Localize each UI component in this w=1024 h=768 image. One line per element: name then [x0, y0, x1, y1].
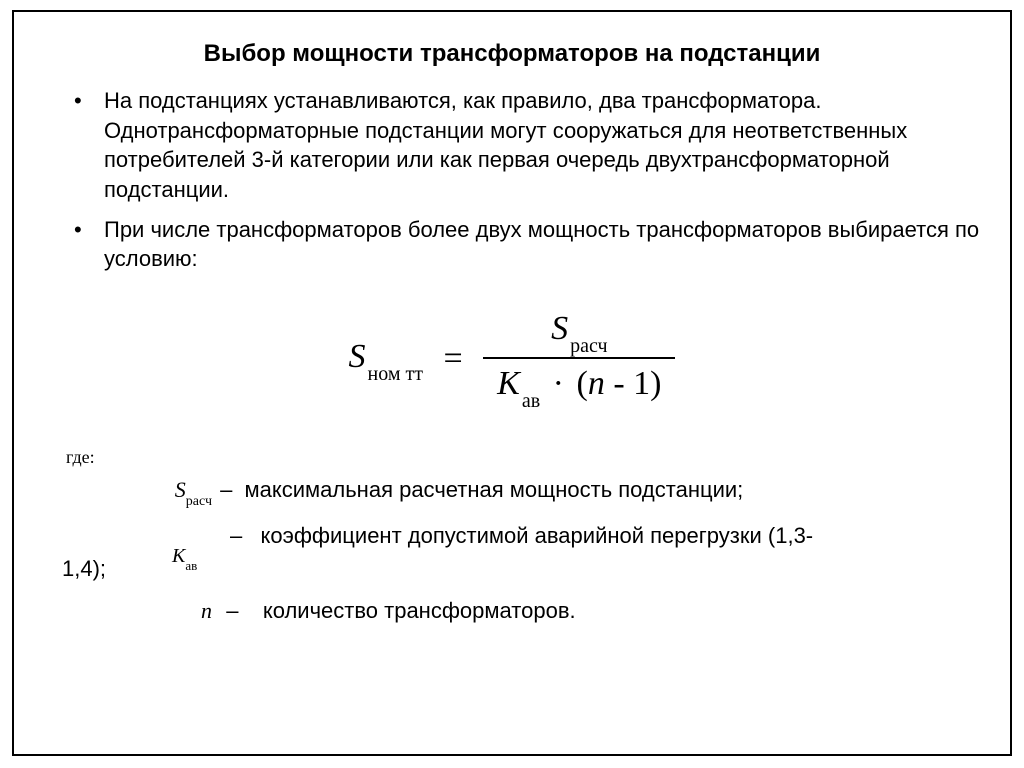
formula-paren-close: ): [650, 365, 661, 402]
formula-num-main: S: [551, 310, 568, 347]
formula-den-n: n: [588, 365, 605, 402]
formula-den-minus: - 1: [605, 365, 650, 402]
definition-row: Kав – коэффициент допустимой аварийной п…: [228, 520, 980, 586]
definition-symbol: Kав: [172, 542, 197, 573]
formula-lhs-main: S: [349, 338, 366, 375]
slide-title: Выбор мощности трансформаторов на подста…: [44, 40, 980, 68]
bullet-item: При числе трансформаторов более двух мощ…: [88, 215, 980, 274]
formula-num-sub: расч: [570, 335, 607, 357]
formula-den-dot: ·: [553, 365, 564, 402]
formula-den-k: K: [497, 365, 520, 402]
formula-lhs: Sном тт: [349, 338, 423, 381]
definition-dash: –: [220, 595, 238, 627]
definition-dash: –: [220, 474, 232, 506]
slide-frame: Выбор мощности трансформаторов на подста…: [12, 10, 1012, 756]
formula-lhs-sub: ном тт: [368, 363, 423, 385]
sym-main: K: [172, 545, 185, 567]
sym-sub: расч: [186, 494, 212, 509]
formula-fraction: Sрасч Kав · (n - 1): [483, 310, 675, 408]
definition-text: количество трансформаторов.: [263, 598, 576, 623]
where-block: где: Sрасч – максимальная расчетная мощн…: [62, 444, 980, 627]
formula-paren-open: (: [577, 365, 588, 402]
definition-text: максимальная расчетная мощность подстанц…: [245, 477, 744, 502]
definition-overflow: 1,4);: [62, 553, 980, 585]
where-label: где:: [66, 444, 980, 470]
definition-symbol: Sрасч: [158, 474, 212, 510]
definition-row: n – количество трансформаторов.: [190, 595, 980, 627]
definition-dash: –: [230, 520, 242, 552]
formula-den-k-sub: ав: [522, 390, 540, 412]
formula-equals: =: [443, 340, 462, 378]
definition-text: коэффициент допустимой аварийной перегру…: [260, 523, 813, 548]
sym-main: n: [201, 598, 212, 623]
definition-symbol: n: [190, 595, 212, 627]
definition-row: Sрасч – максимальная расчетная мощность …: [158, 474, 980, 510]
formula: Sном тт = Sрасч Kав · (n - 1): [44, 310, 980, 408]
bullet-list: На подстанциях устанавливаются, как прав…: [44, 86, 980, 274]
sym-sub: ав: [185, 558, 197, 573]
formula-denominator: Kав · (n - 1): [483, 359, 675, 408]
bullet-item: На подстанциях устанавливаются, как прав…: [88, 86, 980, 205]
formula-numerator: Sрасч: [483, 310, 675, 359]
sym-main: S: [175, 477, 186, 502]
